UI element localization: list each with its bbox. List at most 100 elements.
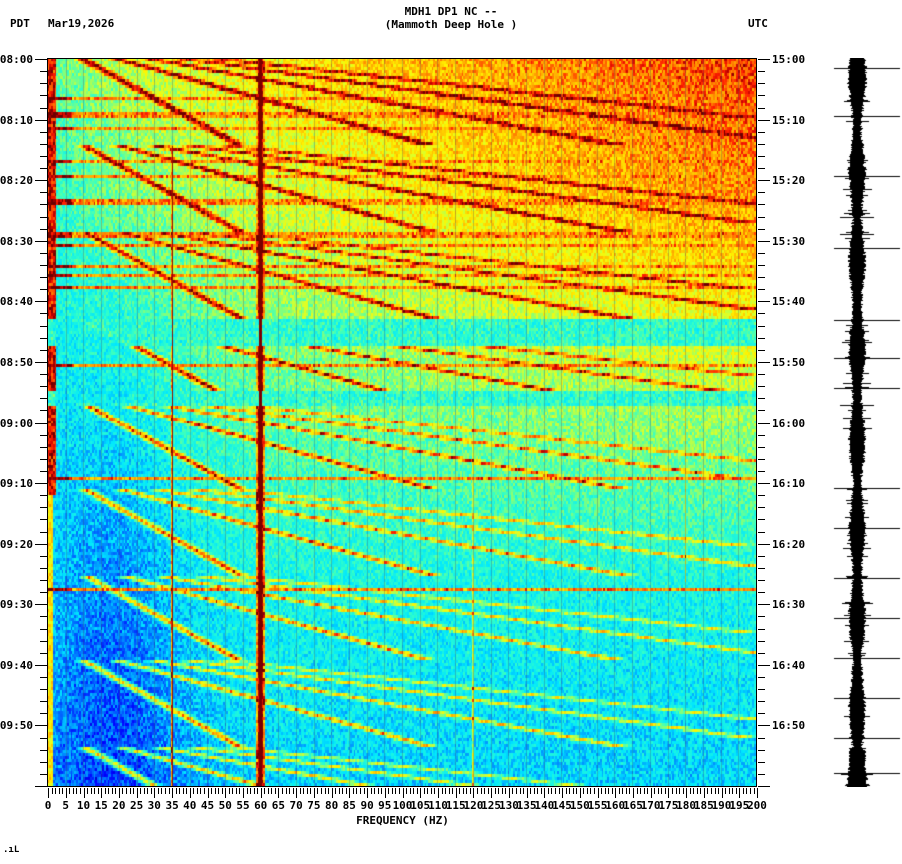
frequency-tick: [512, 788, 514, 794]
pdt-tick: [40, 628, 47, 630]
frequency-tick: [753, 788, 755, 794]
spectrogram-plot[interactable]: [47, 58, 757, 787]
frequency-tick: [72, 788, 74, 794]
frequency-tick: [718, 788, 719, 794]
frequency-tick: [491, 788, 493, 798]
frequency-tick: [586, 788, 588, 794]
utc-tick: [758, 119, 770, 121]
frequency-tick: [406, 788, 407, 794]
frequency-tick: [143, 788, 145, 794]
utc-tick: [758, 786, 770, 787]
frequency-tick: [97, 788, 99, 794]
utc-tick: [758, 289, 765, 291]
frequency-tick: [469, 788, 471, 794]
frequency-tick: [413, 788, 415, 794]
frequency-tick-label: 100: [392, 799, 413, 812]
frequency-tick: [129, 788, 131, 794]
pdt-tick: [40, 616, 47, 618]
frequency-tick: [122, 788, 124, 794]
frequency-tick: [583, 788, 585, 794]
frequency-tick-label: 55: [236, 799, 250, 812]
frequency-tick-label: 95: [378, 799, 392, 812]
frequency-tick: [182, 788, 184, 794]
frequency-tick: [235, 788, 237, 794]
frequency-tick: [625, 788, 627, 794]
utc-tick-label: 15:30: [772, 234, 806, 248]
frequency-tick: [189, 788, 191, 798]
frequency-tick-label: 140: [534, 799, 555, 812]
utc-tick: [758, 495, 765, 497]
pdt-tick: [40, 749, 47, 751]
frequency-tick-label: 10: [76, 799, 91, 812]
frequency-axis: FREQUENCY (HZ) 0 5 10 15 20 25 30 35 40 45 50 55 60 6…: [45, 788, 767, 828]
pdt-tick: [40, 71, 47, 73]
frequency-tick: [157, 788, 159, 794]
utc-tick: [758, 483, 770, 485]
pdt-tick: [40, 289, 47, 291]
frequency-tick: [593, 788, 595, 794]
pdt-tick: [40, 495, 47, 497]
frequency-tick-label: 90: [360, 799, 374, 812]
frequency-tick: [200, 788, 202, 794]
frequency-axis-label: FREQUENCY (HZ): [356, 814, 449, 827]
frequency-tick: [576, 788, 578, 794]
pdt-tick: [35, 59, 47, 60]
pdt-tick-label: 09:30: [0, 598, 33, 612]
utc-tick: [758, 422, 770, 424]
utc-tick: [758, 192, 765, 194]
pdt-tick: [35, 543, 47, 545]
utc-tick: [758, 204, 765, 206]
frequency-tick: [476, 788, 478, 794]
frequency-tick: [579, 788, 581, 798]
pdt-tick: [40, 555, 47, 557]
utc-tick: [758, 131, 765, 133]
utc-tick-label: 16:30: [772, 598, 806, 612]
pdt-tick-label: 08:40: [0, 295, 33, 309]
frequency-tick: [395, 788, 397, 794]
frequency-tick: [448, 788, 450, 794]
pdt-tick: [35, 786, 47, 787]
frequency-tick: [338, 788, 340, 794]
frequency-tick: [693, 788, 695, 794]
pdt-tick: [40, 410, 47, 412]
pdt-tick: [40, 640, 47, 642]
frequency-tick: [721, 788, 723, 798]
frequency-tick: [615, 788, 617, 798]
pdt-tick: [40, 325, 47, 327]
frequency-tick-label: 155: [587, 799, 608, 812]
utc-tick: [758, 640, 765, 642]
frequency-tick: [707, 788, 709, 794]
pdt-tick: [40, 737, 47, 739]
frequency-tick-label: 135: [516, 799, 537, 812]
frequency-tick: [108, 788, 110, 794]
frequency-tick: [179, 788, 181, 794]
pdt-tick: [40, 434, 47, 436]
frequency-tick: [250, 788, 252, 794]
pdt-tick-label: 08:50: [0, 355, 33, 369]
frequency-tick: [732, 788, 734, 794]
frequency-tick: [377, 788, 379, 794]
frequency-tick: [647, 788, 649, 794]
frequency-tick: [420, 788, 422, 798]
utc-tick: [758, 446, 765, 448]
utc-tick: [758, 737, 765, 739]
pdt-tick-label: 09:40: [0, 658, 33, 672]
frequency-tick: [409, 788, 411, 794]
pdt-tick: [40, 95, 47, 97]
frequency-tick: [264, 788, 266, 794]
frequency-tick: [725, 788, 727, 794]
frequency-tick: [331, 788, 333, 798]
pdt-tick: [40, 507, 47, 509]
frequency-tick: [76, 788, 78, 794]
frequency-tick: [196, 788, 198, 794]
utc-tick: [758, 168, 765, 169]
utc-tick: [758, 580, 765, 581]
pdt-tick: [35, 180, 47, 182]
frequency-tick: [391, 788, 393, 794]
frequency-tick: [306, 788, 308, 794]
utc-tick: [758, 155, 765, 157]
utc-tick: [758, 216, 765, 218]
seismogram-trace-panel[interactable]: [832, 58, 902, 787]
frequency-tick-label: 25: [129, 799, 144, 812]
frequency-tick: [172, 788, 174, 798]
